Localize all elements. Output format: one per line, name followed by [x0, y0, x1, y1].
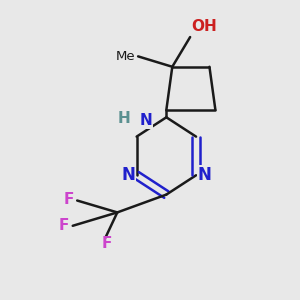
Text: F: F	[58, 218, 69, 233]
Text: H: H	[118, 111, 131, 126]
Text: N: N	[197, 166, 211, 184]
Text: N: N	[122, 166, 135, 184]
Text: OH: OH	[192, 19, 218, 34]
Text: N: N	[140, 113, 152, 128]
Text: F: F	[102, 236, 112, 250]
Text: Me: Me	[116, 50, 135, 63]
Text: F: F	[64, 191, 74, 206]
